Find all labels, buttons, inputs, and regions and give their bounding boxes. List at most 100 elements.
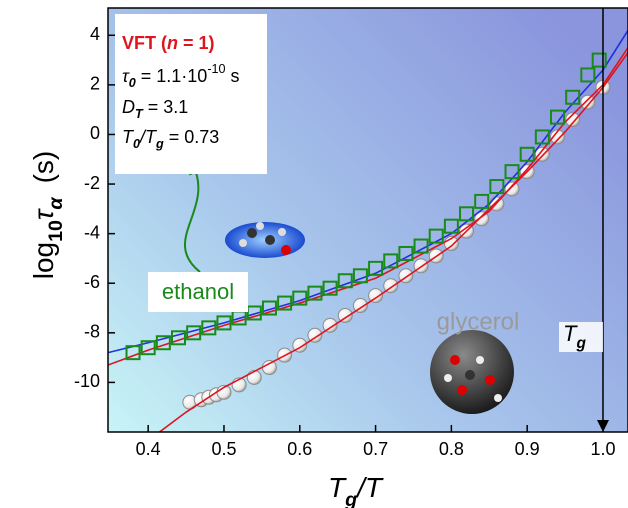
glycerol-point [550, 129, 566, 145]
fit-line [108, 47, 628, 366]
y-axis-label-part: log [28, 242, 59, 279]
t0tg-text-part: g [155, 137, 164, 151]
x-tick-label: 0.6 [287, 439, 312, 459]
ethanol-point [246, 305, 262, 321]
x-tick-label: 0.8 [439, 439, 464, 459]
glycerol-point [565, 112, 581, 128]
legend-box [115, 14, 267, 174]
ethanol-point [352, 268, 368, 284]
y-tick-label: 4 [90, 24, 100, 44]
tau0-text-part: = 1.1·10 [136, 66, 208, 86]
tau0-text-part: s [226, 66, 240, 86]
ethanol-label-box [148, 272, 248, 312]
t0tg-text-part: T [122, 127, 135, 147]
plot-frame [107, 7, 628, 433]
ethanol-point [307, 285, 323, 301]
tg-label: Tg [563, 321, 586, 352]
ethanol-point [186, 325, 202, 341]
ethanol-point [413, 238, 429, 254]
glycerol-point [261, 360, 277, 376]
x-axis-label: Tg/T [328, 472, 384, 508]
dt-text-part: D [122, 97, 135, 117]
ethanol-label: ethanol [162, 279, 234, 304]
ethanol-point [459, 206, 475, 222]
y-axis-label-part: 10 [45, 220, 67, 242]
ethanol-point [534, 129, 550, 145]
tau0-text-part: -10 [207, 62, 225, 76]
ethanol-arrow [184, 157, 204, 273]
ethanol-point [428, 228, 444, 244]
ethanol-point [277, 295, 293, 311]
ethanol-point [261, 300, 277, 316]
t0tg-text-part: /T [138, 127, 158, 147]
y-tick-label: 0 [90, 123, 100, 143]
ethanol-point [322, 280, 338, 296]
glycerol-point [246, 369, 262, 385]
ethanol-point [140, 340, 156, 356]
vft-title-part: = 1) [178, 33, 215, 53]
ethanol-point [489, 179, 505, 195]
glycerol-point [534, 146, 550, 162]
ethanol-point [504, 164, 520, 180]
ethanol-point [565, 89, 581, 105]
glycerol-atoms [444, 355, 502, 402]
glycerol-point [352, 298, 368, 314]
x-tick-label: 0.9 [515, 439, 540, 459]
ethanol-atoms [239, 222, 291, 255]
t0tg-text: T0/Tg = 0.73 [122, 127, 219, 152]
y-axis-label-part: (s) [28, 151, 59, 184]
ethanol-point [292, 290, 308, 306]
y-tick-label: -10 [74, 371, 100, 391]
tau0-text-part: τ [122, 66, 130, 86]
y-tick-label: -6 [84, 272, 100, 292]
ethanol-point [383, 253, 399, 269]
y-axis-label-part: τ [28, 208, 59, 220]
ethanol-point [368, 260, 384, 276]
x-axis-label-part: /T [355, 472, 384, 503]
ethanol-point [591, 52, 607, 68]
glycerol-point [580, 94, 596, 110]
y-tick-label: -8 [84, 322, 100, 342]
y-axis-label-part: α [45, 197, 67, 210]
ethanol-point [398, 245, 414, 261]
ethanol-point [443, 218, 459, 234]
vft-title-part: VFT ( [122, 33, 167, 53]
ethanol-point [550, 109, 566, 125]
y-tick-label: -4 [84, 222, 100, 242]
ethanol-point [170, 330, 186, 346]
x-axis-label-part: g [344, 489, 357, 508]
ethanol-point [155, 335, 171, 351]
tau0-text-part: 0 [129, 76, 136, 90]
ethanol-point [337, 273, 353, 289]
ethanol-point [201, 320, 217, 336]
x-tick-label: 0.4 [136, 439, 161, 459]
y-tick-label: -2 [84, 173, 100, 193]
dt-text-part: T [135, 107, 144, 121]
tg-label-part: T [563, 321, 578, 346]
dt-text: DT = 3.1 [122, 97, 188, 122]
glycerol-point [307, 327, 323, 343]
y-tick-label: 2 [90, 74, 100, 94]
x-tick-label: 0.7 [363, 439, 388, 459]
tau0-text: τ0 = 1.1·10-10 s [122, 62, 240, 90]
glycerol-point [368, 288, 384, 304]
ethanol-point [216, 315, 232, 331]
x-tick-label: 0.5 [211, 439, 236, 459]
tg-label-box [558, 322, 603, 352]
fit-line [159, 52, 628, 432]
glycerol-point [504, 181, 520, 197]
ethanol-point [125, 345, 141, 361]
glycerol-point [322, 317, 338, 333]
tg-label-part: g [575, 335, 586, 352]
t0tg-text-part: = 0.73 [164, 127, 220, 147]
glycerol-label: glycerol [437, 308, 520, 335]
x-tick-label: 1.0 [590, 439, 615, 459]
glycerol-point [474, 211, 490, 227]
dt-text-part: = 3.1 [143, 97, 189, 117]
x-axis-label-part: T [328, 472, 347, 503]
glycerol-point [337, 307, 353, 323]
y-axis-label: log10τα (s) [28, 151, 67, 279]
plot [108, 29, 628, 432]
ethanol-point [474, 193, 490, 209]
